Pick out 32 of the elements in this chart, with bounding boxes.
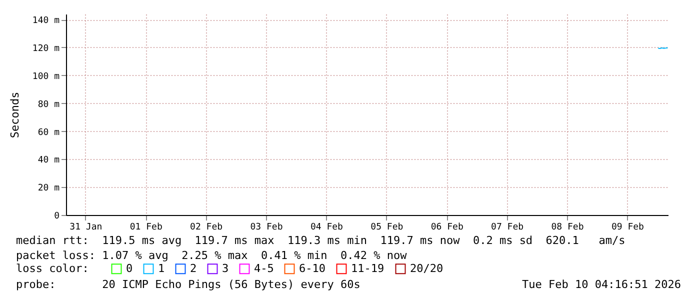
text: packet loss: 1.07 % avg 2.25 % max 0.41 % min 0.42 % now xyxy=(16,249,407,262)
legend-title: loss color: xyxy=(16,262,89,275)
x-tick-label: 05 Feb xyxy=(370,222,404,232)
y-tick-label: 40 m xyxy=(38,156,60,166)
x-tick-label: 06 Feb xyxy=(430,222,464,232)
legend-label: 3 xyxy=(222,262,229,275)
y-tick-label: 20 m xyxy=(38,184,60,194)
y-tick-label: 0 xyxy=(54,212,60,222)
y-tick-label: 60 m xyxy=(38,128,60,138)
x-tick-label: 08 Feb xyxy=(551,222,584,232)
text: Tue Feb 10 04:16:51 2026 xyxy=(522,278,681,291)
legend-label: 4-5 xyxy=(254,262,274,275)
y-tick-label: 80 m xyxy=(38,100,60,110)
x-tick-label: 31 Jan xyxy=(70,222,102,232)
legend-label: 2 xyxy=(190,262,197,275)
text: probe: 20 ICMP Echo Pings (56 Bytes) every 60s xyxy=(16,278,360,291)
legend-label: 11-19 xyxy=(351,262,384,275)
x-tick-label: 07 Feb xyxy=(491,222,524,232)
x-tick-label: 04 Feb xyxy=(310,222,343,232)
y-tick-label: 120 m xyxy=(32,44,60,54)
y-axis-title: Seconds xyxy=(8,92,22,138)
x-tick-label: 02 Feb xyxy=(190,222,223,232)
legend-label: 1 xyxy=(158,262,165,275)
legend-label: 6-10 xyxy=(299,262,326,275)
legend-label: 20/20 xyxy=(410,262,444,275)
legend-label: 0 xyxy=(126,262,133,275)
y-tick-label: 140 m xyxy=(32,16,60,26)
text: median rtt: 119.5 ms avg 119.7 ms max 119.3 ms min 119.7 ms now 0.2 ms sd 620.1 am/s xyxy=(16,234,626,247)
x-tick-label: 01 Feb xyxy=(130,222,162,232)
x-tick-label: 09 Feb xyxy=(611,222,644,232)
x-tick-label: 03 Feb xyxy=(250,222,283,232)
y-tick-label: 100 m xyxy=(32,72,60,82)
